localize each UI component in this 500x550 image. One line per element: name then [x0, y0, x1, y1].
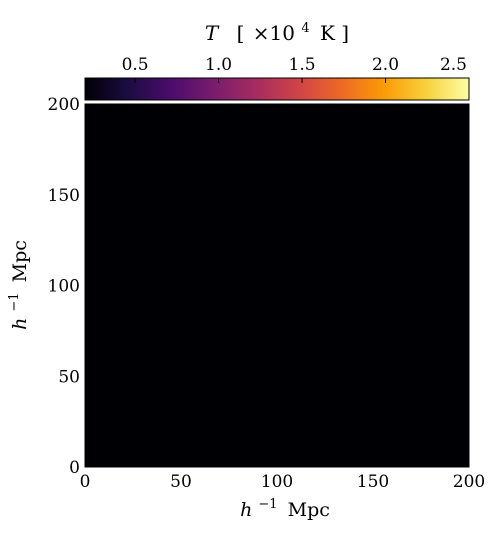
colorbar-title-times: ×10 [253, 21, 295, 45]
x-tick-label: 50 [170, 472, 192, 492]
x-axis-label-unit: Mpc [288, 499, 330, 521]
x-axis-label: h −1 Mpc [240, 491, 330, 521]
colorbar-title-close-bracket: ] [341, 21, 349, 45]
colorbar-tick-label: 1.5 [289, 55, 316, 75]
colorbar-tick-label: 0.5 [122, 55, 149, 75]
x-tick-label: 100 [261, 472, 293, 492]
y-tick-label: 0 [69, 458, 80, 478]
x-tick-labels: 0 50 100 150 200 [80, 472, 486, 492]
colorbar-title-symbol: T [205, 21, 220, 45]
colorbar-tick-label: 2.5 [440, 55, 467, 75]
colorbar-title-unit: K [320, 21, 336, 45]
y-axis-label: h −1 Mpc [1, 240, 31, 330]
x-tick-label: 200 [453, 472, 485, 492]
colorbar-tick-label: 1.0 [205, 55, 232, 75]
x-tick-label: 150 [357, 472, 389, 492]
temperature-field [85, 104, 469, 467]
x-tick-label: 0 [80, 472, 91, 492]
y-tick-label: 150 [48, 186, 80, 206]
y-tick-label: 100 [48, 277, 80, 297]
colorbar-title-open-bracket: [ [237, 21, 245, 45]
y-tick-labels: 0 50 100 150 200 [48, 95, 80, 478]
colorbar-tick-label: 2.0 [372, 55, 399, 75]
colorbar-ticks [134, 78, 470, 83]
x-axis-label-exp: −1 [258, 497, 277, 512]
heatmap [85, 104, 469, 467]
y-axis-label-unit: Mpc [9, 240, 31, 282]
y-axis-label-h: h [9, 318, 31, 330]
y-tick-label: 200 [48, 95, 80, 115]
y-tick-label: 50 [58, 367, 80, 387]
colorbar [84, 77, 470, 101]
x-axis-label-h: h [240, 499, 252, 521]
colorbar-title-exponent: 4 [301, 21, 309, 36]
colorbar-title: T [ ×10 4 K ] [205, 13, 349, 45]
y-axis-label-exp: −1 [7, 292, 22, 311]
colorbar-tick-labels: 0.5 1.0 1.5 2.0 2.5 [122, 55, 467, 75]
axis-ticks [84, 103, 470, 468]
